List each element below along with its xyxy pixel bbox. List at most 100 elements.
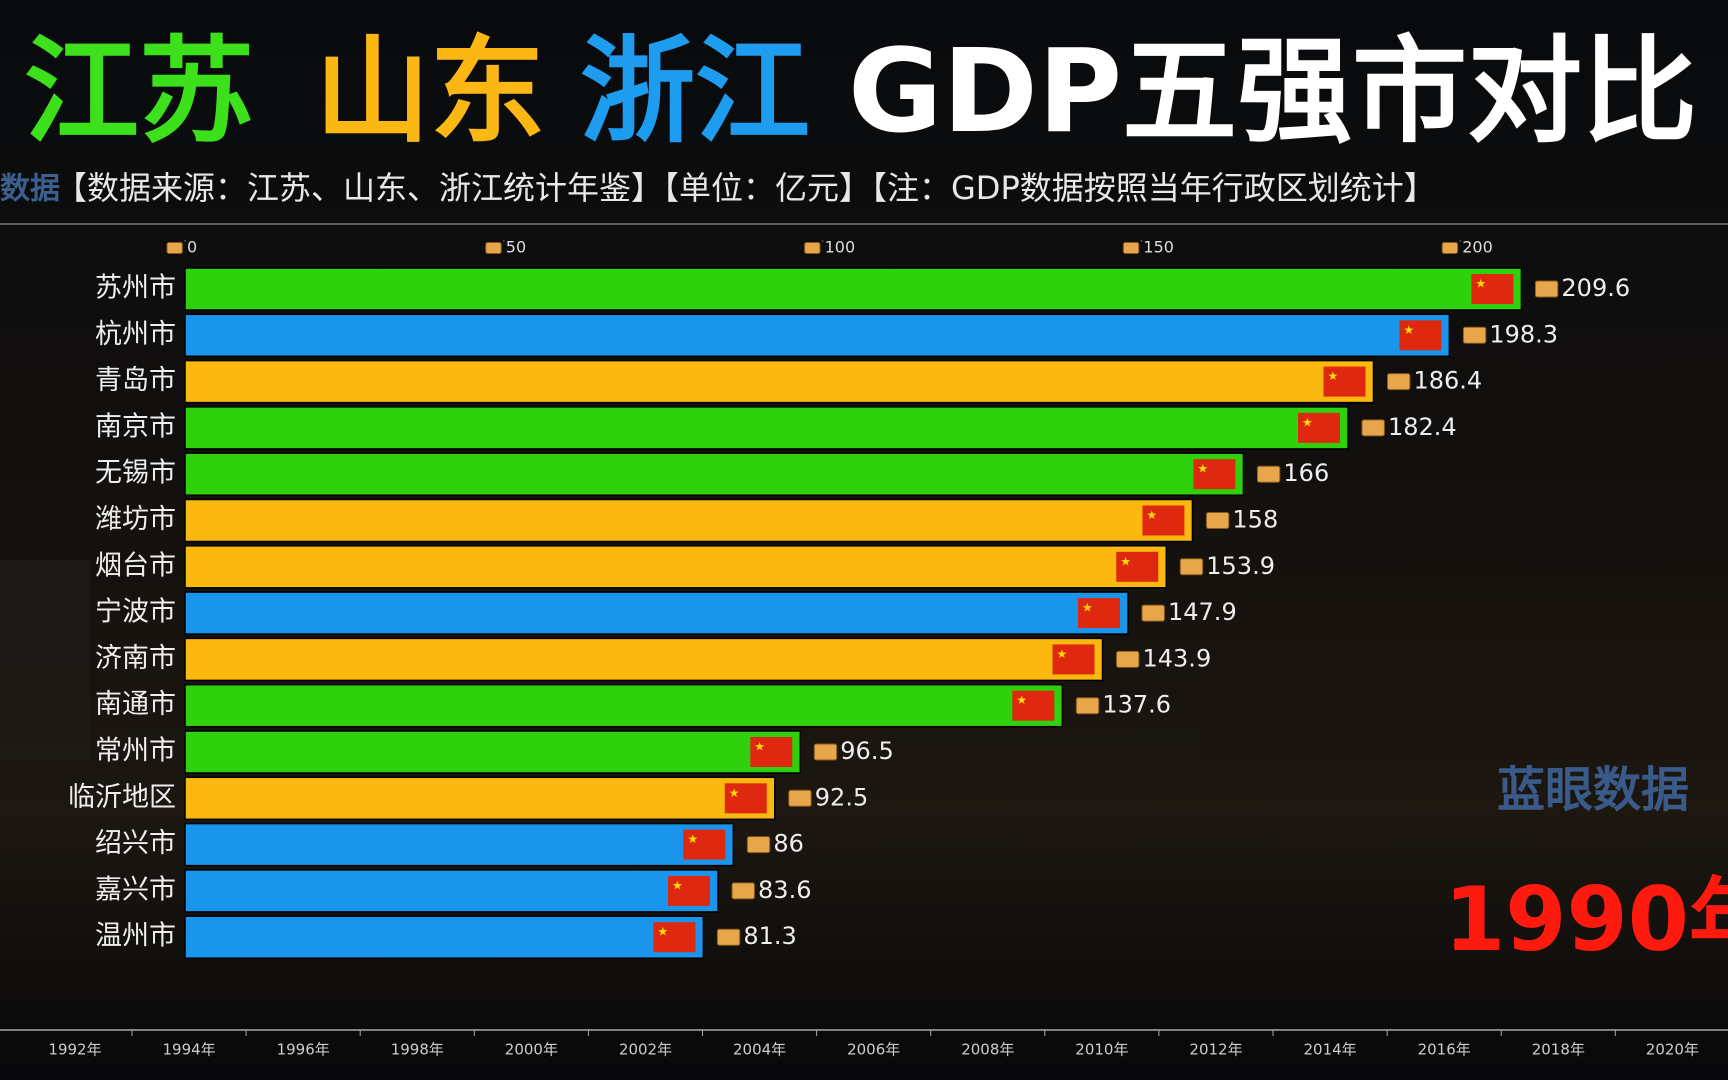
flag-icon <box>1012 690 1055 721</box>
coin-icon <box>716 928 741 946</box>
title-part: 江苏 <box>24 25 254 159</box>
watermark: 蓝眼数据 <box>1497 762 1689 818</box>
timeline-label: 2002年 <box>619 1041 672 1059</box>
coin-icon <box>166 242 183 254</box>
value-label: 166 <box>1283 459 1329 487</box>
flag-star: ★ <box>1302 415 1313 429</box>
flag-star: ★ <box>754 740 765 754</box>
value-label: 198.3 <box>1489 320 1558 348</box>
coin-icon <box>1462 326 1487 344</box>
timeline-label: 2012年 <box>1189 1041 1242 1059</box>
watermark-left: 数据 <box>0 172 60 207</box>
flag-star: ★ <box>1120 554 1131 568</box>
flag-icon <box>1142 505 1185 536</box>
y-tick-label: 潍坊市 <box>95 504 176 535</box>
flag-icon <box>1193 459 1236 490</box>
coin-icon <box>1075 697 1100 715</box>
bar <box>184 359 1375 404</box>
flag-star: ★ <box>1475 277 1486 291</box>
bar <box>184 313 1451 358</box>
y-tick-label: 常州市 <box>95 736 176 767</box>
y-tick-label: 嘉兴市 <box>95 874 176 905</box>
coin-icon <box>1386 373 1411 391</box>
value-label: 96.5 <box>840 737 893 765</box>
subtitle: 【数据来源：江苏、山东、浙江统计年鉴】【单位：亿元】【注：GDP数据按照当年行政… <box>55 169 1436 207</box>
timeline-label: 2016年 <box>1418 1041 1471 1059</box>
value-label: 158 <box>1232 506 1278 534</box>
bar <box>184 637 1104 682</box>
coin-icon <box>485 242 502 254</box>
bar <box>184 267 1523 311</box>
bar <box>184 822 735 867</box>
flag-star: ★ <box>657 925 668 939</box>
y-tick-label: 绍兴市 <box>95 828 176 859</box>
x-tick-label: 50 <box>506 238 526 257</box>
flag-star: ★ <box>1327 369 1338 383</box>
chart-title: 江苏 山东 浙江 GDP五强市对比 <box>24 25 1697 159</box>
timeline-label: 2004年 <box>733 1041 786 1059</box>
value-label: 182.4 <box>1388 413 1457 441</box>
value-label: 209.6 <box>1561 274 1630 302</box>
y-tick-label: 济南市 <box>95 643 176 674</box>
bar <box>184 683 1064 728</box>
coin-icon <box>813 743 838 761</box>
title-part: 山东 <box>315 25 545 159</box>
coin-icon <box>788 789 812 807</box>
bar <box>184 776 776 821</box>
y-tick-label: 青岛市 <box>95 365 176 396</box>
value-label: 83.6 <box>758 876 811 904</box>
bar <box>184 915 705 959</box>
x-tick-label: 200 <box>1462 238 1493 257</box>
flag-star: ★ <box>1016 693 1027 707</box>
x-tick-label: 0 <box>187 238 197 257</box>
y-tick-label: 无锡市 <box>95 458 176 489</box>
timeline-label: 1998年 <box>391 1041 444 1059</box>
flag-icon <box>1399 320 1442 351</box>
y-tick-label: 杭州市 <box>95 319 176 350</box>
coin-icon <box>1256 465 1281 483</box>
coin-icon <box>746 836 771 854</box>
value-label: 147.9 <box>1168 598 1237 626</box>
timeline-label: 2014年 <box>1304 1041 1357 1059</box>
coin-icon <box>1122 242 1140 254</box>
value-label: 186.4 <box>1413 367 1482 395</box>
y-tick-label: 烟台市 <box>95 550 176 581</box>
timeline-label: 2020年 <box>1646 1041 1699 1059</box>
flag-star: ★ <box>672 878 683 892</box>
value-label: 86 <box>773 830 804 858</box>
value-label: 137.6 <box>1102 691 1171 719</box>
flag-icon <box>1052 644 1095 675</box>
flag-icon <box>1471 274 1514 304</box>
y-tick-label: 南京市 <box>95 411 176 442</box>
background-building <box>0 560 90 760</box>
value-label: 143.9 <box>1143 644 1212 672</box>
coin-icon <box>1141 604 1165 622</box>
flag-star: ★ <box>1082 601 1093 615</box>
bar <box>184 869 719 913</box>
flag-star: ★ <box>1197 462 1208 476</box>
y-tick-label: 苏州市 <box>95 273 176 304</box>
title-part: GDP五强市对比 <box>848 25 1697 159</box>
bar <box>184 452 1245 496</box>
timeline-label: 2000年 <box>505 1041 558 1059</box>
y-tick-label: 南通市 <box>95 689 176 720</box>
bar <box>184 591 1129 635</box>
timeline-label: 1994年 <box>163 1041 216 1059</box>
coin-icon <box>1205 512 1230 529</box>
flag-icon <box>653 922 696 953</box>
y-tick-label: 临沂地区 <box>68 782 176 813</box>
coin-icon <box>1441 242 1459 254</box>
flag-icon <box>750 737 793 767</box>
bar <box>184 730 802 774</box>
x-tick-label: 150 <box>1143 238 1174 257</box>
timeline-label: 1996年 <box>277 1041 330 1059</box>
value-label: 81.3 <box>743 922 796 950</box>
coin-icon <box>1534 280 1559 298</box>
value-label: 92.5 <box>815 783 868 811</box>
timeline-label: 2008年 <box>961 1041 1014 1059</box>
title-part: 浙江 <box>580 25 810 159</box>
year-label: 1990年 <box>1444 868 1728 971</box>
bar <box>184 406 1349 450</box>
timeline-label: 1992年 <box>48 1041 101 1059</box>
